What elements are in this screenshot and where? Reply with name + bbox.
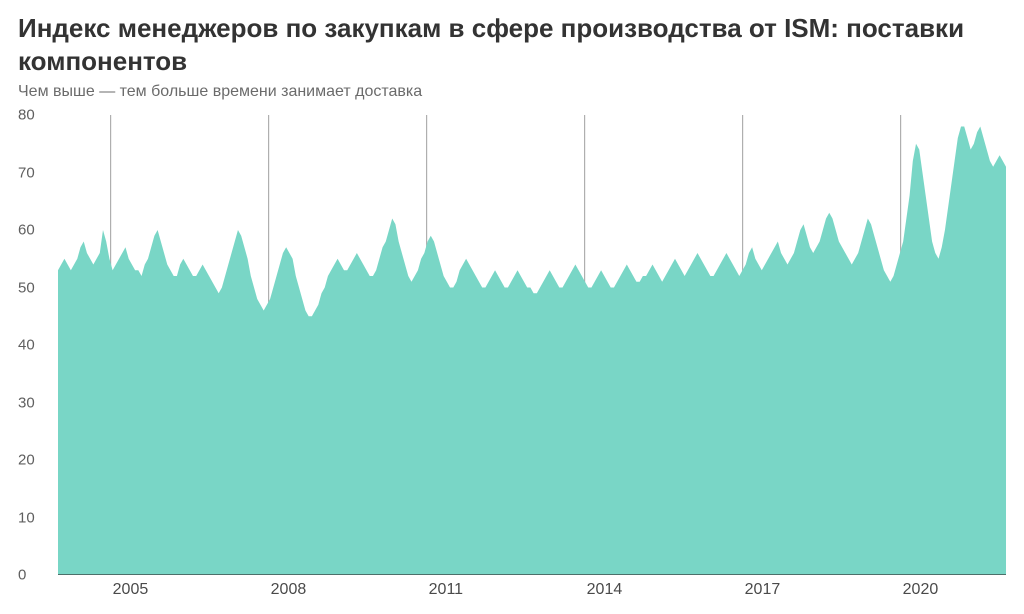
y-tick: 50 bbox=[18, 279, 35, 296]
y-tick: 80 bbox=[18, 107, 35, 124]
x-tick: 2011 bbox=[429, 581, 463, 599]
x-tick: 2014 bbox=[587, 581, 623, 599]
y-tick: 10 bbox=[18, 509, 35, 526]
y-tick: 30 bbox=[18, 394, 35, 411]
x-tick: 2020 bbox=[903, 581, 939, 599]
plot-area bbox=[58, 115, 1006, 575]
y-tick: 60 bbox=[18, 222, 35, 239]
area-series bbox=[58, 127, 1006, 576]
y-tick: 70 bbox=[18, 164, 35, 181]
x-tick: 2005 bbox=[113, 581, 149, 599]
y-tick: 40 bbox=[18, 337, 35, 354]
x-axis: 2005 2008 2011 2014 2017 2020 bbox=[58, 577, 1006, 605]
y-axis: 01020304050607080 bbox=[18, 115, 52, 575]
x-tick: 2008 bbox=[271, 581, 307, 599]
chart-container: 01020304050607080 2005200820112014201720… bbox=[18, 115, 1006, 605]
x-tick: 2017 bbox=[745, 581, 781, 599]
y-tick: 20 bbox=[18, 452, 35, 469]
chart-subtitle: Чем выше — тем больше времени занимает д… bbox=[18, 83, 1006, 101]
chart-title: Индекс менеджеров по закупкам в сфере пр… bbox=[18, 12, 1006, 77]
y-tick: 0 bbox=[18, 567, 26, 584]
